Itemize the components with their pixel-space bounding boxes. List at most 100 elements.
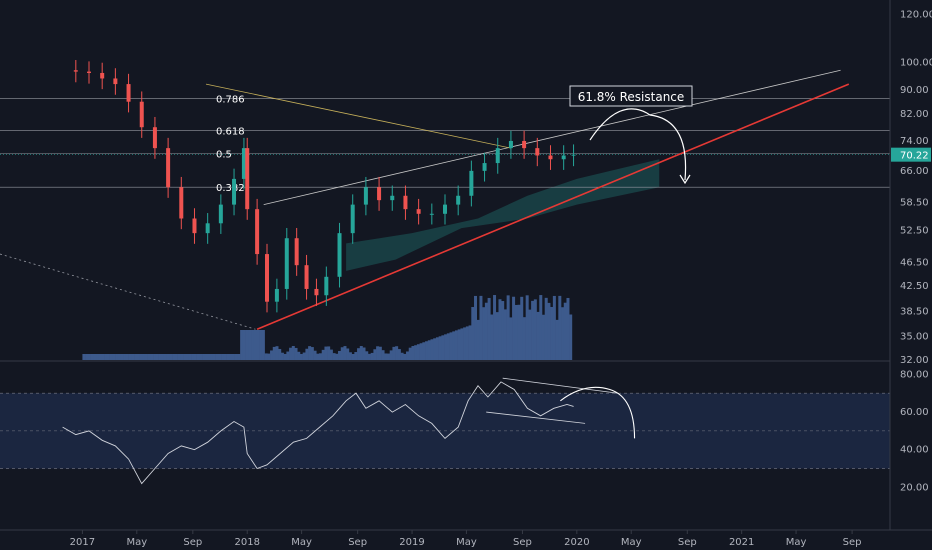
annotation-box <box>569 85 693 107</box>
volume-bar <box>332 353 336 360</box>
volume-bar <box>392 346 396 360</box>
volume-bar <box>550 306 554 360</box>
price-axis[interactable]: 120.00 100.00 90.00 82.00 74.00 66.00 58.50 52.… <box>889 0 932 530</box>
volume-bar <box>444 334 448 360</box>
volume-bar <box>506 295 510 360</box>
volume-bar <box>348 352 352 360</box>
price-tick-label: 46.50 <box>900 257 929 268</box>
volume-bar <box>131 354 135 360</box>
volume-bar <box>449 332 453 360</box>
support-trendline <box>256 83 850 330</box>
volume-bar <box>566 297 570 360</box>
volume-bar <box>468 325 472 360</box>
volume-bar <box>172 354 176 360</box>
candle-body <box>274 288 279 302</box>
volume-bar <box>251 330 255 360</box>
moving-average-yellow <box>205 83 512 149</box>
candle-body <box>443 204 447 214</box>
volume-bar <box>335 353 339 360</box>
volume-bar <box>155 354 159 360</box>
volume-bar <box>229 354 233 360</box>
volume-bar <box>305 348 309 360</box>
candles <box>73 60 576 313</box>
volume-bar <box>425 341 429 360</box>
volume-bar <box>512 296 516 360</box>
time-tick-label: Sep <box>348 537 367 548</box>
time-axis[interactable]: 2017 May Sep 2018 May Sep 2019 May Sep 2020 May Sep… <box>0 529 932 548</box>
volume-bar <box>520 296 524 360</box>
volume-bar <box>289 347 293 360</box>
volume-bar <box>286 351 290 360</box>
time-tick-label: Sep <box>843 537 862 548</box>
volume-bar <box>555 319 559 360</box>
volume-bar <box>384 353 388 360</box>
volume-bar <box>340 347 344 360</box>
candle-body <box>241 148 246 179</box>
time-tick-label: May <box>621 537 642 548</box>
volume-bar <box>106 354 110 360</box>
volume-bar <box>134 354 138 360</box>
volume-bar <box>400 352 404 360</box>
volume-bar <box>408 347 412 360</box>
candle-body <box>377 187 382 201</box>
volume-bar <box>210 354 214 360</box>
candle-body <box>522 140 527 149</box>
volume-bar <box>291 346 295 360</box>
volume-bar <box>487 297 491 360</box>
volume-bar <box>389 350 393 360</box>
last-price-label: 70.22 <box>900 151 929 162</box>
candle-body <box>265 254 269 302</box>
volume-bar <box>359 346 363 360</box>
dotted-trendline <box>0 253 256 330</box>
projection-arrow <box>589 108 687 181</box>
candle-body <box>548 155 553 160</box>
volume-bar <box>346 348 350 360</box>
candle-body <box>126 84 131 102</box>
volume-bar <box>310 347 314 360</box>
volume-bar <box>501 301 505 360</box>
candle-body <box>416 209 421 214</box>
volume-bar <box>161 354 165 360</box>
volume-bar <box>403 353 407 360</box>
candle-body <box>429 213 434 215</box>
price-tick-label: 82.00 <box>900 109 929 120</box>
volume-bar <box>212 354 216 360</box>
volume-bar <box>226 354 230 360</box>
fib-label: 0.618 <box>216 127 245 138</box>
volume-bar <box>517 304 521 360</box>
volume-bar <box>381 350 385 360</box>
volume-bar <box>299 353 303 360</box>
candle-body <box>87 71 91 73</box>
candle-body <box>508 140 513 149</box>
volume-bar <box>378 346 382 360</box>
volume-bar <box>525 295 529 360</box>
time-tick-label: May <box>786 537 807 548</box>
time-tick-label: Sep <box>678 537 697 548</box>
volume-bar <box>514 304 518 360</box>
volume-bar <box>430 339 434 360</box>
volume-bar <box>278 348 282 360</box>
rsi-projection-arrow <box>560 386 636 439</box>
volume-bar <box>223 354 227 360</box>
volume-bar <box>465 326 469 360</box>
price-tick-label: 42.50 <box>900 281 929 292</box>
last-price-badge <box>891 147 931 162</box>
candle-body <box>363 187 368 205</box>
price-tick-label: 90.00 <box>900 85 929 96</box>
rsi-tick-label: 40.00 <box>900 445 929 456</box>
volume-bar <box>484 302 488 360</box>
volume-bar <box>283 353 287 360</box>
candle-body <box>495 148 500 164</box>
candle-body <box>390 195 395 201</box>
time-tick-label: May <box>126 537 147 548</box>
overlay-lines <box>0 69 850 330</box>
candle-body <box>100 72 105 79</box>
volume-bar <box>533 299 537 360</box>
time-tick-label: 2021 <box>729 537 754 548</box>
price-tick-label: 35.00 <box>900 332 929 343</box>
rsi-tick-label: 60.00 <box>900 407 929 418</box>
volume-bar <box>422 342 426 360</box>
volume-bar <box>166 354 170 360</box>
volume-bar <box>416 344 420 360</box>
